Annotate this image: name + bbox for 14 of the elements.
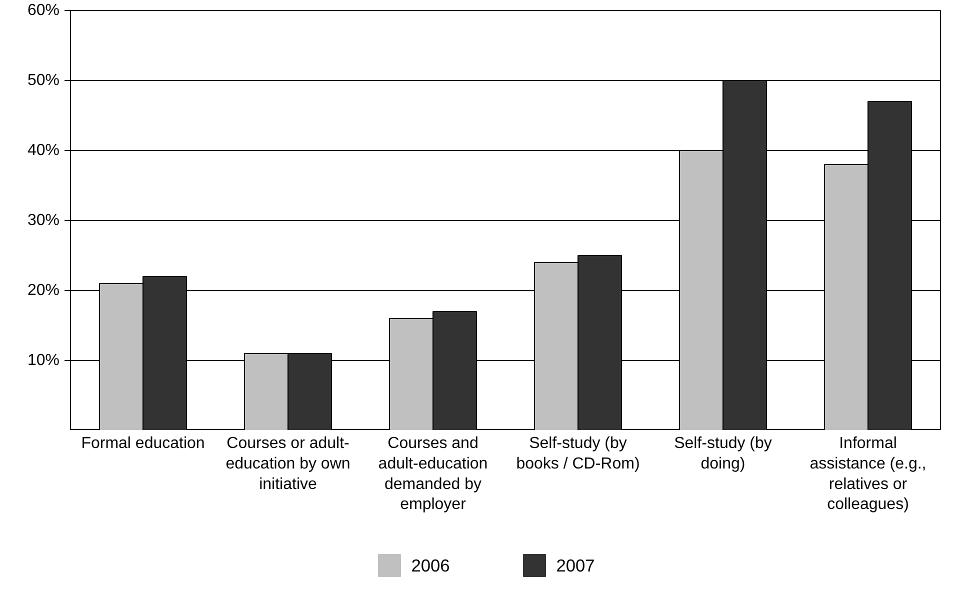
y-tick-label: 30% bbox=[27, 212, 60, 229]
x-tick-label: Self-study (by doing) bbox=[674, 435, 772, 472]
y-tick-label: 60% bbox=[27, 2, 60, 19]
legend-label: 2006 bbox=[411, 556, 450, 576]
y-tick-label: 50% bbox=[27, 72, 60, 89]
x-tick-label: Courses and adult-education demanded by employer bbox=[378, 435, 488, 514]
y-tick-label: 10% bbox=[27, 352, 60, 369]
x-tick-label: Courses or adult-education by own initiative bbox=[226, 435, 350, 493]
x-tick-label: Formal education bbox=[81, 435, 205, 452]
y-tick-label: 40% bbox=[27, 142, 60, 159]
y-tick-label: 20% bbox=[27, 282, 60, 299]
x-tick-label: Self-study (by books / CD-Rom) bbox=[516, 435, 640, 472]
x-tick-label: Informal assistance (e.g., relatives or colleagues) bbox=[810, 435, 926, 514]
legend-label: 2007 bbox=[556, 556, 595, 576]
